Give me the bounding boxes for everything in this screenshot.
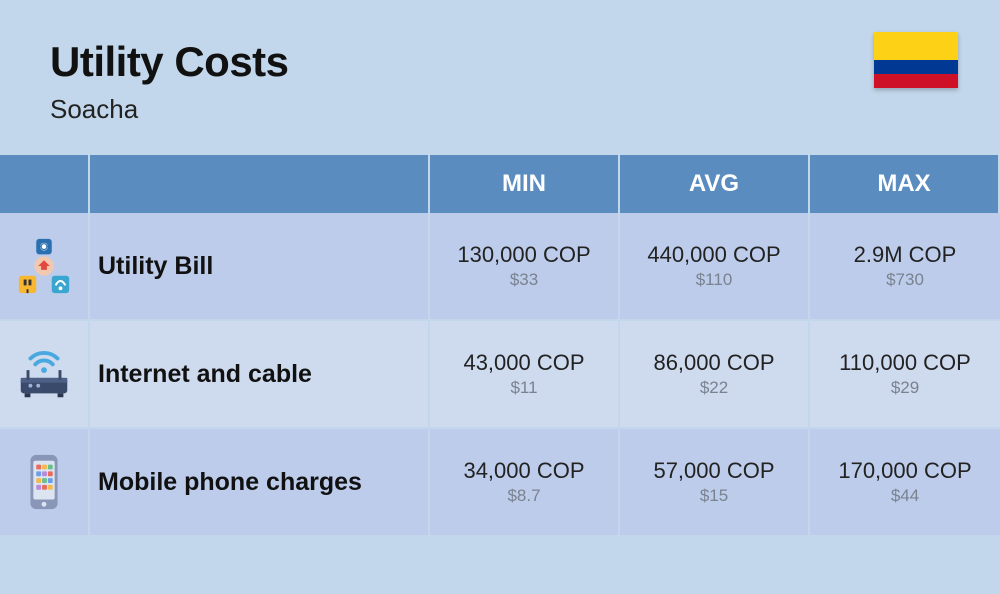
- value-secondary: $33: [510, 270, 538, 290]
- cell-max: 110,000 COP $29: [810, 321, 1000, 429]
- header-cell-max: MAX: [810, 155, 1000, 213]
- cell-avg: 86,000 COP $22: [620, 321, 810, 429]
- value-primary: 170,000 COP: [838, 458, 971, 484]
- cell-avg: 57,000 COP $15: [620, 429, 810, 537]
- row-label: Utility Bill: [90, 213, 430, 321]
- value-secondary: $8.7: [507, 486, 540, 506]
- phone-icon: [13, 451, 75, 513]
- row-icon-cell: [0, 213, 90, 321]
- cell-min: 43,000 COP $11: [430, 321, 620, 429]
- value-secondary: $11: [510, 378, 537, 398]
- header-cell-avg: AVG: [620, 155, 810, 213]
- value-primary: 43,000 COP: [463, 350, 584, 376]
- flag-stripe-blue: [874, 60, 958, 74]
- cell-max: 170,000 COP $44: [810, 429, 1000, 537]
- value-secondary: $22: [700, 378, 728, 398]
- header-cell-min: MIN: [430, 155, 620, 213]
- page-subtitle: Soacha: [50, 94, 950, 125]
- cell-min: 34,000 COP $8.7: [430, 429, 620, 537]
- cell-min: 130,000 COP $33: [430, 213, 620, 321]
- value-primary: 2.9M COP: [854, 242, 957, 268]
- header: Utility Costs Soacha: [0, 0, 1000, 155]
- value-secondary: $110: [696, 270, 733, 290]
- flag-stripe-yellow: [874, 32, 958, 60]
- country-flag-colombia: [874, 32, 958, 88]
- value-secondary: $44: [891, 486, 919, 506]
- value-primary: 130,000 COP: [457, 242, 590, 268]
- row-label: Mobile phone charges: [90, 429, 430, 537]
- value-secondary: $15: [700, 486, 728, 506]
- value-primary: 440,000 COP: [647, 242, 780, 268]
- value-secondary: $29: [891, 378, 919, 398]
- cell-max: 2.9M COP $730: [810, 213, 1000, 321]
- value-secondary: $730: [886, 270, 924, 290]
- flag-stripe-red: [874, 74, 958, 88]
- value-primary: 110,000 COP: [839, 350, 971, 376]
- row-icon-cell: [0, 429, 90, 537]
- row-icon-cell: [0, 321, 90, 429]
- cost-table: MIN AVG MAX Utility Bill 130,000 COP $33…: [0, 155, 1000, 537]
- value-primary: 57,000 COP: [653, 458, 774, 484]
- value-primary: 86,000 COP: [653, 350, 774, 376]
- header-cell-icon: [0, 155, 90, 213]
- page-title: Utility Costs: [50, 38, 950, 86]
- cell-avg: 440,000 COP $110: [620, 213, 810, 321]
- header-cell-label: [90, 155, 430, 213]
- router-icon: [13, 343, 75, 405]
- utility-icon: [13, 235, 75, 297]
- value-primary: 34,000 COP: [463, 458, 584, 484]
- row-label: Internet and cable: [90, 321, 430, 429]
